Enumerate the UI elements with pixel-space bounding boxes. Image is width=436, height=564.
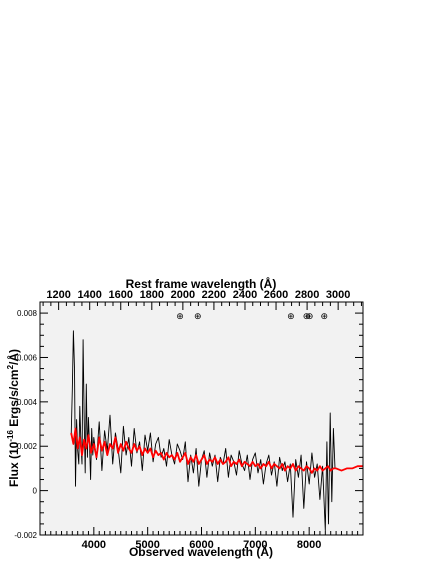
top-tick-label: 3000 [326, 289, 350, 301]
y-axis-title-exp2: 2 [6, 364, 15, 369]
bottom-tick-label: 6000 [189, 539, 213, 551]
bottom-axis-title: Observed wavelength (Å) [129, 544, 273, 559]
telluric-marker: ⊕ [303, 312, 311, 322]
y-axis-title: Flux (10-16 Ergs/s/cm2/Å) [6, 349, 21, 487]
top-tick-label: 2200 [202, 289, 226, 301]
telluric-marker: ⊕ [176, 312, 184, 322]
y-axis-title-part1: Flux (10 [7, 441, 21, 487]
bottom-tick-label: 7000 [243, 539, 267, 551]
observed-spectrum-line [70, 330, 336, 532]
bottom-tick-label: 8000 [297, 539, 321, 551]
telluric-marker: ⊕ [306, 312, 314, 322]
top-tick-label: 2800 [295, 289, 319, 301]
telluric-markers: ⊕ ⊕ ⊕ ⊕⊕ ⊕ [176, 312, 328, 322]
top-tick-label: 1400 [77, 289, 101, 301]
axis-ticks: 4000 5000 6000 7000 8000 1200 1400 1600 1800 2000… [14, 289, 364, 551]
left-tick-label: 0.002 [17, 442, 38, 451]
telluric-marker: ⊕ [287, 312, 295, 322]
left-tick-label: 0.008 [17, 309, 38, 318]
y-axis-title-part2: Ergs/s/cm [7, 369, 21, 430]
model-spectrum-line [70, 427, 363, 474]
top-tick-label: 1600 [109, 289, 133, 301]
left-tick-label: 0 [33, 487, 38, 496]
top-tick-label: 2000 [171, 289, 195, 301]
plot-frame [39, 301, 364, 536]
top-tick-label: 2400 [233, 289, 257, 301]
bottom-tick-label: 5000 [135, 539, 159, 551]
top-tick-label: 2600 [264, 289, 288, 301]
telluric-marker: ⊕ [320, 312, 328, 322]
bottom-tick-label: 4000 [82, 539, 106, 551]
top-tick-label: 1800 [140, 289, 164, 301]
top-tick-label: 1200 [46, 289, 70, 301]
left-tick-label: 0.004 [17, 398, 38, 407]
y-axis-title-part3: /Å) [6, 349, 21, 365]
top-axis-title: Rest frame wavelength (Å) [126, 276, 277, 291]
telluric-marker: ⊕ [194, 312, 202, 322]
series-layer [70, 330, 363, 532]
y-axis-title-exp1: -16 [6, 430, 15, 442]
left-tick-label: 0.006 [17, 353, 38, 362]
left-tick-label: -0.002 [14, 531, 37, 540]
plot-background [40, 302, 363, 535]
